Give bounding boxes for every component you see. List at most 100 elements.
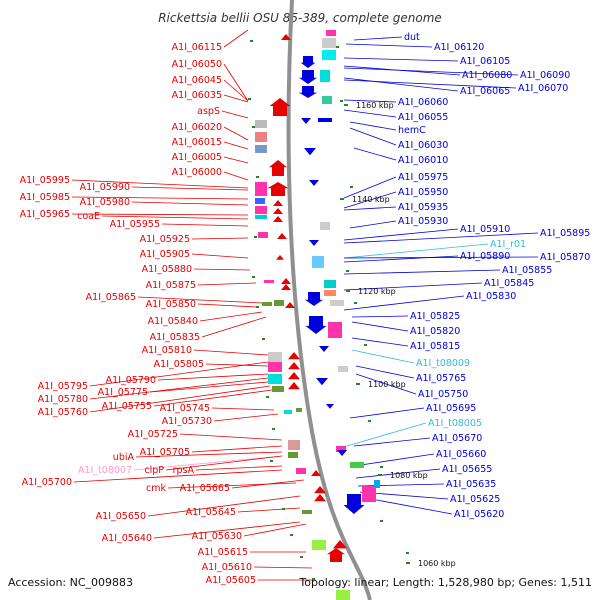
right-label-2: A1I_06105 (460, 56, 510, 67)
scale-label-3: 1100 kbp (368, 380, 406, 389)
scale-label-0: 1160 kbp (356, 101, 394, 110)
left-leader-line (89, 377, 269, 400)
scale-tick (406, 562, 410, 564)
right-leader-line (343, 255, 459, 263)
left-leader-line (197, 282, 257, 286)
small-gene-marker (276, 255, 284, 260)
reverse-gene-arrow (299, 86, 317, 98)
small-gene-marker (273, 208, 283, 214)
feature-block (264, 280, 274, 283)
map-dot (290, 534, 293, 536)
small-gene-marker (309, 180, 319, 186)
left-label-16: A1I_05925 (140, 234, 190, 245)
feature-block (288, 452, 298, 458)
map-dot (380, 520, 383, 522)
feature-block (262, 302, 272, 306)
left-label-7: A1I_06005 (172, 152, 222, 163)
left-leader-line (221, 110, 249, 119)
left-leader-line (147, 495, 301, 517)
right-leader-line (343, 282, 483, 291)
left-leader-line (137, 296, 263, 304)
feature-block (296, 408, 302, 412)
map-dot (256, 306, 259, 308)
left-label-29: A1I_05775 (98, 387, 148, 398)
right-label-13: A1I_05950 (398, 187, 448, 198)
scale-tick (346, 290, 350, 292)
right-label-19: A1I_05890 (460, 251, 510, 262)
left-label-18: A1I_05880 (142, 264, 192, 275)
left-label-46: A1I_05630 (192, 531, 242, 542)
left-label-41: cmk (146, 483, 166, 494)
left-label-0: A1I_06115 (172, 42, 222, 53)
left-label-4: aspS (197, 106, 220, 117)
left-label-34: A1I_05725 (128, 429, 178, 440)
feature-block (322, 38, 336, 48)
right-leader-line (343, 109, 397, 118)
right-label-20: A1I_05870 (540, 252, 590, 263)
right-leader-line (343, 228, 459, 241)
map-dot (368, 420, 371, 422)
left-leader-line (131, 201, 249, 206)
right-leader-line (345, 43, 433, 48)
left-label-40: A1I_05700 (22, 477, 72, 488)
gene-features (248, 30, 409, 600)
small-gene-marker (337, 450, 347, 456)
small-gene-marker (281, 284, 291, 290)
map-dot (254, 236, 257, 238)
feature-block (274, 300, 284, 306)
left-leader-line (191, 445, 283, 453)
right-label-34: A1I_05655 (442, 464, 492, 475)
left-leader-line (135, 451, 283, 458)
right-label-35: A1I_05635 (446, 479, 496, 490)
right-label-31: A1I_t08005 (428, 418, 482, 429)
left-leader-line (101, 215, 249, 220)
right-label-7: A1I_06060 (398, 97, 448, 108)
small-gene-marker (288, 362, 300, 370)
left-leader-line (197, 303, 257, 308)
left-label-2: A1I_06045 (172, 75, 222, 86)
feature-block (326, 30, 336, 36)
right-label-33: A1I_05660 (436, 449, 486, 460)
right-leader-line (349, 407, 425, 419)
map-dot (300, 556, 303, 558)
map-dot (406, 552, 409, 554)
map-dot (350, 186, 353, 188)
right-label-23: A1I_05830 (466, 291, 516, 302)
left-label-44: A1I_05645 (186, 507, 236, 518)
label-leader-lines (71, 29, 539, 581)
feature-block (272, 386, 284, 392)
left-label-12: A1I_05980 (80, 197, 130, 208)
small-gene-marker (314, 486, 326, 494)
left-label-43: A1I_05650 (96, 511, 146, 522)
feature-block (330, 300, 344, 306)
feature-block (322, 50, 336, 60)
left-leader-line (131, 186, 249, 191)
left-leader-line (193, 268, 251, 271)
scale-tick (378, 474, 382, 476)
feature-block (255, 120, 267, 128)
left-label-35: A1I_05705 (140, 447, 190, 458)
feature-block (268, 362, 282, 372)
left-label-13: A1I_05965 (20, 209, 70, 220)
right-label-29: A1I_05750 (418, 389, 468, 400)
right-label-21: A1I_05855 (502, 265, 552, 276)
right-leader-line (353, 453, 435, 467)
left-leader-line (89, 385, 271, 413)
small-gene-marker (314, 494, 326, 502)
left-label-9: A1I_05995 (20, 175, 70, 186)
left-leader-line (153, 521, 301, 539)
left-label-47: A1I_05615 (198, 547, 248, 558)
left-leader-line (231, 479, 305, 489)
small-gene-marker (301, 118, 311, 124)
left-label-10: A1I_05990 (80, 182, 130, 193)
scale-label-1: 1140 kbp (352, 195, 390, 204)
right-label-24: A1I_05825 (410, 311, 460, 322)
right-leader-line (355, 373, 417, 395)
small-gene-marker (326, 404, 334, 409)
left-leader-line (149, 381, 269, 393)
right-label-17: A1I_05895 (540, 228, 590, 239)
scale-label-4: 1080 kbp (390, 471, 428, 480)
feature-block (312, 540, 326, 550)
left-label-48: A1I_05610 (202, 562, 252, 573)
